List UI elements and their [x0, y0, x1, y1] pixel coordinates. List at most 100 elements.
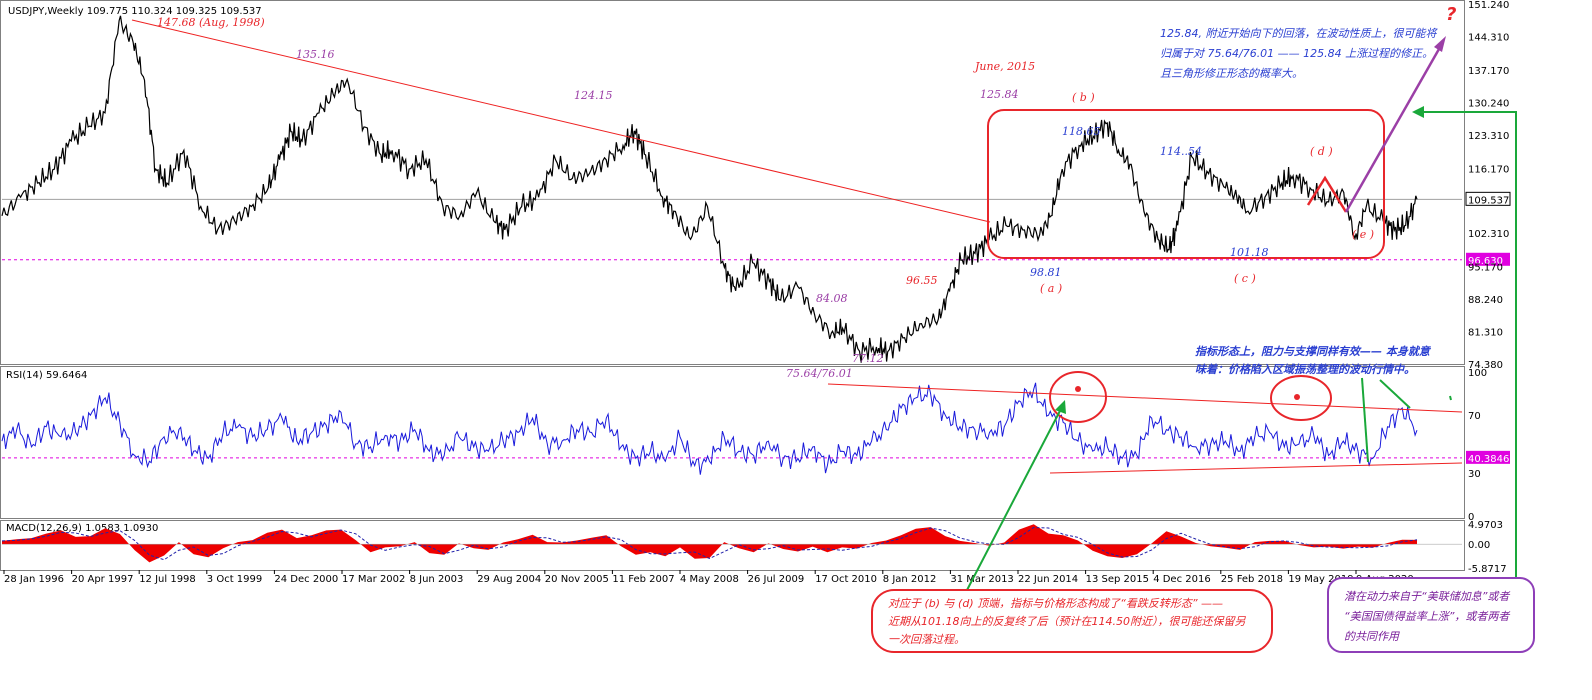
price-title: USDJPY,Weekly: [8, 6, 84, 17]
price-y-tick-label: 74.380: [1468, 360, 1503, 371]
purple-arrow-head-icon: [1434, 36, 1446, 52]
label-101: 101.18: [1230, 246, 1269, 259]
x-tick-label: 11 Feb 2007: [612, 574, 674, 585]
green-bracket: [1418, 111, 1517, 578]
macd-y-tick-label: 0.00: [1468, 540, 1490, 551]
note-rsi-line-2: 味着：价格陷入区域振荡整理的波动行情中。: [1195, 363, 1415, 376]
note-rsi-line-1: 指标形态上，阻力与支撑同样有效—— 本身就意: [1195, 345, 1432, 358]
note-top-right-line-1: 125.84, 附近开始向下的回落，在波动性质上，很可能将: [1160, 27, 1438, 40]
label-june-2015: June, 2015: [973, 60, 1035, 73]
x-tick-label: 8 Jun 2003: [410, 574, 464, 585]
x-tick-label: 22 Jun 2014: [1018, 574, 1078, 585]
green-bracket-head-icon: [1412, 106, 1424, 118]
x-tick-label: 4 Dec 2016: [1153, 574, 1211, 585]
x-tick-label: 25 Feb 2018: [1221, 574, 1283, 585]
rsi-y-tick-label: 100: [1468, 368, 1487, 379]
price-y-tick-label: 137.170: [1468, 66, 1509, 77]
label-wave-d: ( d ): [1310, 145, 1333, 158]
x-tick-label: 17 Oct 2010: [815, 574, 877, 585]
x-tick-label: 12 Jul 1998: [139, 574, 196, 585]
label-high-1998: 147.68 (Aug, 1998): [157, 16, 265, 29]
green-arrow-2: [1379, 379, 1411, 409]
label-84: 84.08: [816, 292, 848, 305]
green-mark: [1449, 395, 1452, 401]
price-y-tick-label: 88.240: [1468, 295, 1503, 306]
panel-frames: [0, 0, 1465, 571]
macd-series-group: [1, 524, 1462, 563]
rsi-title: RSI(14): [6, 370, 43, 381]
note-top-right-line-2: 归属于对 75.64/76.01 —— 125.84 上涨过程的修正。: [1160, 47, 1433, 60]
purple-projection-line: [1344, 41, 1445, 213]
price-y-tick-label: 151.240: [1468, 0, 1509, 11]
price-y-tick-label: 109.537: [1468, 195, 1509, 206]
price-y-tick-label: 123.310: [1468, 131, 1509, 142]
rsi-dot-b: [1075, 386, 1081, 392]
price-line: [1, 15, 1418, 363]
macd-y-tick-label: -5.8717: [1468, 564, 1507, 575]
rsi-panel-header: RSI(14) 59.6464: [6, 370, 87, 381]
green-arrow-up: [965, 406, 1063, 593]
green-arrow-1: [1361, 377, 1369, 463]
label-98: 98.81: [1030, 266, 1062, 279]
label-135: 135.16: [296, 48, 335, 61]
rsi-y-tick-label: 30: [1468, 469, 1481, 480]
rsi-series-group: [1, 382, 1462, 475]
price-y-tick-label: 102.310: [1468, 229, 1509, 240]
price-series-group: [1, 15, 1462, 363]
rsi-panel-frame: [0, 366, 1465, 519]
long-term-trendline: [131, 19, 991, 223]
note-bottom-red-line-1: 对应于 (b) 与 (d) 顶端，指标与价格形态构成了“看跌反转形态” ——: [888, 597, 1223, 610]
label-125: 125.84: [980, 88, 1019, 101]
rsi-dot-d: [1294, 394, 1300, 400]
x-tick-label: 8 Jan 2012: [883, 574, 937, 585]
rsi-circle-b: [1049, 371, 1107, 423]
label-77: 77.12: [852, 352, 884, 365]
triangle-box: [987, 109, 1385, 259]
macd-panel-frame: [0, 520, 1465, 571]
price-current-tag: [1465, 191, 1511, 206]
rsi-circle-d: [1270, 375, 1332, 421]
price-y-tick-label: 116.170: [1468, 164, 1509, 175]
label-question: ?: [1446, 4, 1456, 25]
x-tick-label: 29 Aug 2004: [477, 574, 541, 585]
rsi-current: 59.6464: [46, 370, 87, 381]
price-y-tick-label: 95.170: [1468, 263, 1503, 274]
label-wave-a: ( a ): [1040, 282, 1062, 295]
x-tick-label: 26 Jul 2009: [748, 574, 805, 585]
rsi-y-tick-label: 0: [1468, 512, 1474, 523]
price-y-tick-label: 96.630: [1468, 256, 1503, 267]
price-y-tick-label: 130.240: [1468, 98, 1509, 109]
rsi-level-tag: [1466, 450, 1510, 464]
green-arrow-up-head-icon: [1055, 400, 1066, 414]
note-bottom-purple-line-1: 潜在动力来自于“美联储加息”或者: [1344, 590, 1511, 603]
rsi-y-tick-label: 40.3846: [1468, 454, 1509, 465]
note-bottom-purple-line-2: “美国国债得益率上涨”，或者两者: [1344, 610, 1511, 623]
x-tick-label: 4 May 2008: [680, 574, 739, 585]
label-wave-b: ( b ): [1072, 91, 1095, 104]
macd-panel-header: MACD(12,26,9) 1.0583 1.0930: [6, 523, 158, 534]
label-124: 124.15: [574, 89, 613, 102]
label-75: 75.64/76.01: [786, 367, 853, 380]
macd-signal-line: [1, 526, 1418, 561]
rsi-y-tick-label: 70: [1468, 411, 1481, 422]
label-114: 114..54: [1160, 145, 1202, 158]
forecast-d-e-path: [1306, 175, 1348, 213]
price-y-tick-label: 81.310: [1468, 328, 1503, 339]
price-panel-frame: [0, 0, 1465, 365]
x-tick-label: 28 Jan 1996: [4, 574, 64, 585]
label-wave-c: ( c ): [1234, 272, 1256, 285]
label-118: 118.65: [1062, 125, 1101, 138]
macd-current: 1.0583 1.0930: [85, 523, 158, 534]
note-bottom-purple-line-3: 的共同作用: [1344, 630, 1400, 643]
price-level-tag: [1466, 252, 1510, 266]
axis-group: 151.240 144.310 137.170 130.240 123.310 116.1…: [3, 0, 1511, 585]
note-bottom-red-line-2: 近期从101.18向上的反复终了后（预计在114.50附近），很可能还保留另: [888, 615, 1246, 628]
macd-title: MACD(12,26,9): [6, 523, 82, 534]
note-top-right-line-3: 且三角形修正形态的概率大。: [1160, 67, 1303, 80]
x-tick-label: 3 Oct 1999: [207, 574, 262, 585]
x-tick-label: 17 Mar 2002: [342, 574, 405, 585]
price-y-tick-label: 144.310: [1468, 32, 1509, 43]
rsi-resistance-line: [827, 383, 1463, 413]
rsi-support-line: [1049, 462, 1463, 474]
